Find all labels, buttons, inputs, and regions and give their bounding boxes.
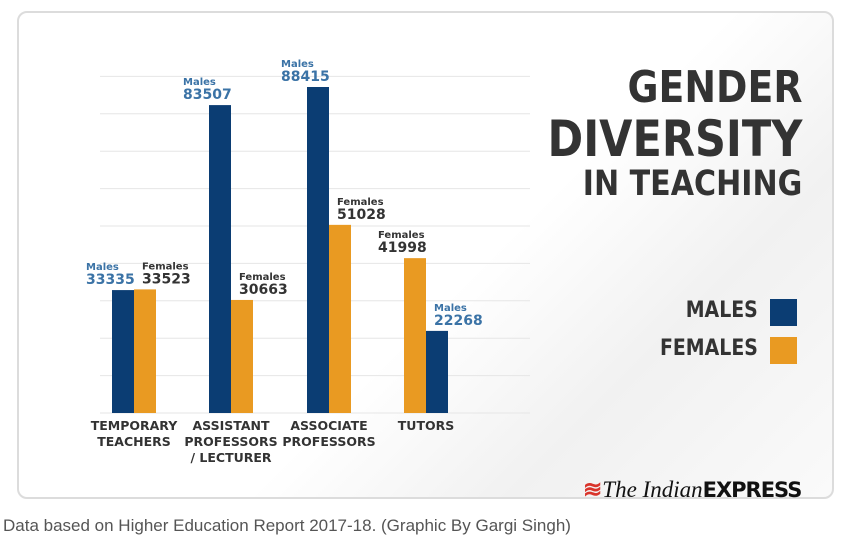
- logo-text-bold: EXPRESS: [702, 478, 803, 502]
- bar-females: [404, 258, 426, 413]
- data-label-series: Males: [281, 59, 314, 70]
- bar-males: [307, 87, 329, 413]
- data-label-value: 51028: [337, 207, 386, 223]
- data-label-value: 33335: [86, 272, 135, 288]
- logo-mark-icon: ≋: [583, 476, 603, 502]
- bar-females: [231, 299, 253, 413]
- category-label: PROFESSORS: [282, 434, 375, 449]
- data-label-value: 30663: [239, 282, 288, 298]
- data-label-series: Females: [142, 261, 189, 272]
- logo-text-italic: The Indian: [602, 477, 703, 502]
- category-label: TUTORS: [398, 418, 454, 433]
- category-label: TEACHERS: [97, 434, 171, 449]
- data-label-series: Males: [434, 303, 467, 314]
- category-label: ASSOCIATE: [290, 418, 367, 433]
- title-line-1: GENDER: [627, 62, 802, 113]
- bar-females: [329, 224, 351, 413]
- title-line-2: DIVERSITY: [547, 110, 802, 168]
- legend-swatch-males: [770, 299, 797, 326]
- data-label-series: Females: [239, 272, 286, 283]
- data-label-series: Females: [337, 197, 384, 208]
- bar-males: [426, 330, 448, 413]
- data-label-value: 41998: [378, 240, 427, 256]
- data-label-value: 83507: [183, 87, 232, 103]
- indian-express-logo: ≋The IndianEXPRESS: [583, 476, 803, 503]
- bar-females: [134, 289, 156, 413]
- legend-swatch-females: [770, 337, 797, 364]
- data-label-value: 33523: [142, 271, 191, 287]
- caption: Data based on Higher Education Report 20…: [3, 516, 571, 535]
- category-label: ASSISTANT: [193, 418, 270, 433]
- chart-card: [17, 11, 834, 499]
- data-label-value: 88415: [281, 69, 330, 85]
- legend-label-males: MALES: [685, 298, 758, 323]
- data-label-series: Males: [86, 262, 119, 273]
- category-label: TEMPORARY: [91, 418, 179, 433]
- category-label: PROFESSORS: [184, 434, 277, 449]
- bar-males: [112, 290, 134, 413]
- data-label-value: 22268: [434, 313, 483, 329]
- data-label-series: Males: [183, 77, 216, 88]
- category-label: / LECTURER: [190, 450, 271, 465]
- legend-label-females: FEMALES: [660, 336, 758, 361]
- title-line-3: IN TEACHING: [582, 164, 802, 204]
- data-label-series: Females: [378, 230, 425, 241]
- bar-males: [209, 105, 231, 414]
